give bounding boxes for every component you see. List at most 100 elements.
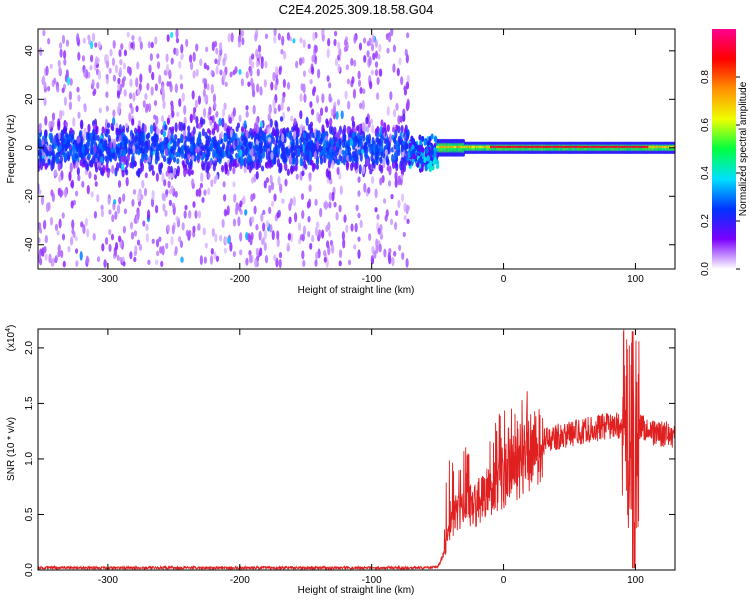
heatmap-cell xyxy=(308,184,312,193)
heatmap-cell xyxy=(274,83,278,91)
heatmap-cell xyxy=(150,86,154,96)
heatmap-cell xyxy=(144,172,148,179)
heatmap-cell xyxy=(269,174,273,184)
heatmap-cell xyxy=(120,43,124,51)
heatmap-cell xyxy=(147,41,151,49)
heatmap-cell xyxy=(177,146,181,153)
heatmap-cell xyxy=(144,93,148,101)
heatmap-cell xyxy=(290,150,295,159)
heatmap-cell xyxy=(265,177,269,184)
heatmap-cell xyxy=(58,144,63,151)
heatmap-cell xyxy=(105,105,109,112)
heatmap-cell xyxy=(357,70,361,80)
heatmap-cell xyxy=(310,108,315,116)
heatmap-cell xyxy=(363,144,367,154)
heatmap-cell xyxy=(337,41,341,50)
heatmap-cell xyxy=(139,41,143,50)
heatmap-cell xyxy=(254,33,258,42)
heatmap-ytick-label: 20 xyxy=(24,93,35,105)
heatmap-cell xyxy=(140,162,145,172)
heatmap-cell xyxy=(224,81,228,87)
heatmap-cell xyxy=(232,107,236,117)
heatmap-cell xyxy=(192,51,196,62)
heatmap-cell xyxy=(95,127,99,135)
heatmap-cell xyxy=(385,157,390,165)
heatmap-cell xyxy=(370,118,374,124)
heatmap-cell xyxy=(293,145,297,156)
heatmap-cell xyxy=(288,216,292,224)
heatmap-cell xyxy=(77,94,81,102)
heatmap-cell xyxy=(219,69,223,76)
heatmap-frame xyxy=(37,28,676,270)
heatmap-cell xyxy=(232,69,236,76)
heatmap-cell xyxy=(284,178,288,187)
heatmap-cell xyxy=(106,170,110,179)
heatmap-cell xyxy=(151,238,155,244)
heatmap-cell xyxy=(166,224,171,233)
heatmap-cell xyxy=(353,59,357,67)
heatmap-cell xyxy=(174,245,178,255)
heatmap-cell xyxy=(243,141,248,148)
heatmap-cell xyxy=(391,256,395,267)
heatmap-cell xyxy=(277,176,281,186)
heatmap-cell xyxy=(228,116,232,125)
heatmap-cell xyxy=(318,144,322,153)
heatmap-cell xyxy=(315,129,319,139)
heatmap-cell xyxy=(384,148,388,156)
heatmap-cell xyxy=(247,81,251,87)
heatmap-cell xyxy=(119,256,123,263)
heatmap-cell xyxy=(72,117,76,127)
heatmap-cell xyxy=(48,253,52,264)
heatmap-cell xyxy=(278,168,282,174)
heatmap-xtick-label: -100 xyxy=(362,274,382,285)
heatmap-cell xyxy=(389,91,393,101)
heatmap-cell xyxy=(86,163,90,172)
heatmap-cell xyxy=(290,115,294,122)
heatmap-cell xyxy=(310,160,314,166)
heatmap-cell xyxy=(350,162,354,172)
colorbar-ticks: 0.0 0.2 0.4 0.6 0.8 xyxy=(700,70,740,276)
heatmap-cell xyxy=(213,176,217,185)
heatmap-cell xyxy=(368,233,372,241)
heatmap-cell xyxy=(108,209,112,215)
heatmap-cell xyxy=(180,121,184,132)
heatmap-cell xyxy=(201,160,205,170)
heatmap-cell xyxy=(65,39,70,47)
heatmap-cell xyxy=(164,148,168,157)
heatmap-cell xyxy=(112,152,116,160)
heatmap-cell xyxy=(223,193,227,202)
heatmap-cell xyxy=(361,99,365,110)
heatmap-ylabel: Frequency (Hz) xyxy=(6,115,17,184)
heatmap-cell xyxy=(75,260,79,268)
heatmap-cell xyxy=(371,176,375,184)
heatmap-cell xyxy=(325,120,330,129)
heatmap-cell xyxy=(328,201,332,209)
heatmap-cell xyxy=(149,124,154,135)
heatmap-cell xyxy=(245,71,249,79)
heatmap-cell xyxy=(301,250,305,260)
heatmap-cell xyxy=(257,44,262,53)
heatmap-cell xyxy=(82,224,86,235)
heatmap-cell xyxy=(256,159,260,170)
heatmap-cell xyxy=(331,244,335,254)
heatmap-cell xyxy=(176,111,180,117)
heatmap-cell xyxy=(397,199,401,209)
heatmap-cell xyxy=(382,158,386,169)
heatmap-cell xyxy=(82,159,87,165)
heatmap-cell xyxy=(412,153,416,160)
heatmap-cell xyxy=(38,189,42,195)
heatmap-cell xyxy=(174,190,178,198)
heatmap-cell xyxy=(181,222,185,231)
heatmap-cell xyxy=(374,50,379,59)
heatmap-cell xyxy=(136,61,140,70)
heatmap-cell xyxy=(213,121,217,131)
heatmap-cell xyxy=(97,70,102,81)
heatmap-cell xyxy=(215,110,219,118)
heatmap-cell xyxy=(175,216,179,222)
heatmap-cell xyxy=(122,149,127,158)
heatmap-cell xyxy=(374,206,378,213)
heatmap-cell xyxy=(268,206,272,215)
heatmap-cell xyxy=(41,75,46,85)
heatmap-cell xyxy=(406,205,410,211)
heatmap-cell xyxy=(66,139,70,148)
